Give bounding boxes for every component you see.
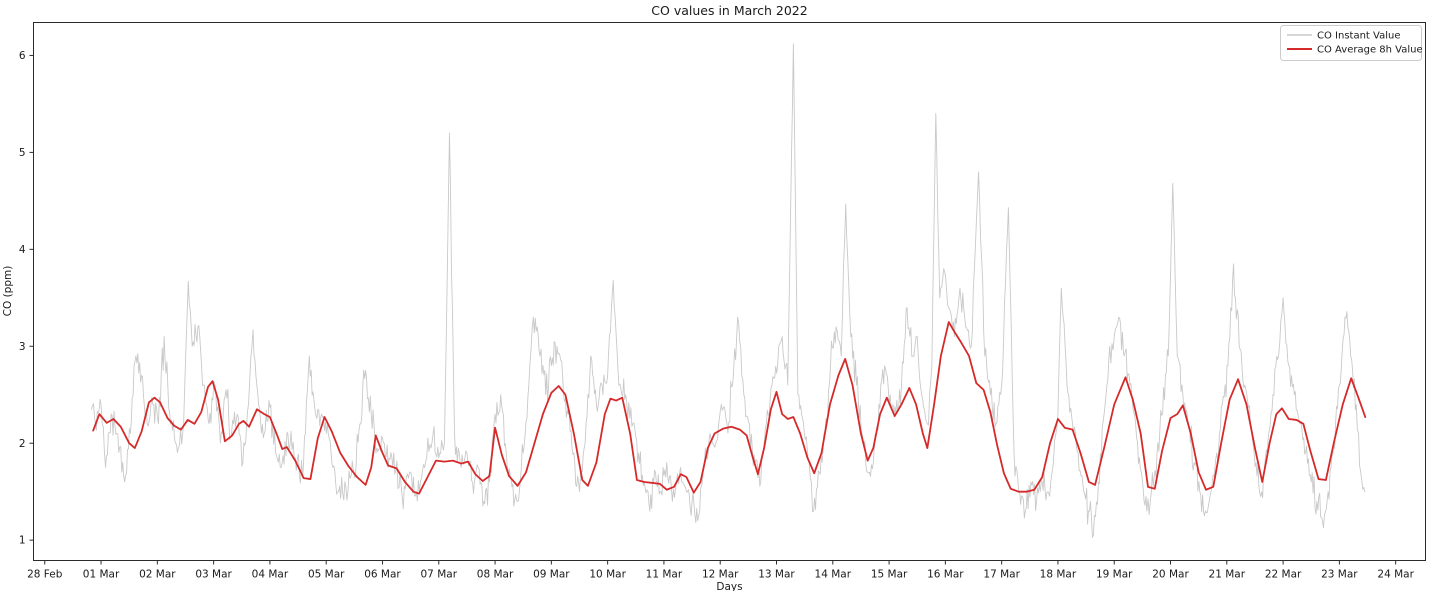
x-tick-label: 10 Mar <box>589 569 626 581</box>
x-tick-label: 24 Mar <box>1377 569 1414 581</box>
x-tick-label: 11 Mar <box>646 569 683 581</box>
x-tick-label: 05 Mar <box>308 569 345 581</box>
x-tick-label: 01 Mar <box>83 569 120 581</box>
legend-label-average: CO Average 8h Value <box>1317 45 1423 56</box>
x-tick-label: 16 Mar <box>927 569 964 581</box>
x-tick-label: 15 Mar <box>871 569 908 581</box>
x-tick-label: 19 Mar <box>1096 569 1133 581</box>
legend-box <box>1280 25 1422 61</box>
x-tick-label: 04 Mar <box>252 569 289 581</box>
x-tick-label: 08 Mar <box>477 569 514 581</box>
plot-border <box>33 22 1426 561</box>
x-axis-label: Days <box>716 581 742 591</box>
x-tick-label: 20 Mar <box>1152 569 1189 581</box>
legend-label-instant: CO Instant Value <box>1317 31 1400 42</box>
series-co-average-8h-line <box>92 321 1367 495</box>
x-tick-label: 21 Mar <box>1209 569 1246 581</box>
x-tick-label: 02 Mar <box>139 569 176 581</box>
y-tick-label: 6 <box>19 50 26 62</box>
x-tick-label: 17 Mar <box>983 569 1020 581</box>
series-layer <box>91 43 1367 538</box>
x-tick-label: 06 Mar <box>364 569 401 581</box>
y-tick-label: 2 <box>19 438 26 450</box>
x-tick-label: 23 Mar <box>1321 569 1358 581</box>
y-tick-label: 1 <box>19 535 26 547</box>
axes: 28 Feb 01 Mar 02 Mar 03 Mar 04 Mar 05 Mar 06 M… <box>19 50 1415 580</box>
x-tick-label: 22 Mar <box>1265 569 1302 581</box>
y-axis-label: CO (ppm) <box>2 266 14 317</box>
x-tick-label: 03 Mar <box>195 569 232 581</box>
chart-title: CO values in March 2022 <box>651 3 807 18</box>
x-tick-label: 14 Mar <box>815 569 852 581</box>
x-tick-label: 09 Mar <box>533 569 570 581</box>
y-tick-label: 4 <box>19 244 26 256</box>
x-tick-label: 28 Feb <box>27 569 63 581</box>
series-co-instant-line <box>91 43 1366 538</box>
x-tick-label: 12 Mar <box>702 569 739 581</box>
x-tick-label: 07 Mar <box>421 569 458 581</box>
x-tick-label: 13 Mar <box>758 569 795 581</box>
legend: CO Instant Value CO Average 8h Value <box>1280 25 1423 61</box>
y-tick-label: 3 <box>19 341 26 353</box>
y-tick-label: 5 <box>19 147 26 159</box>
x-tick-label: 18 Mar <box>1040 569 1077 581</box>
